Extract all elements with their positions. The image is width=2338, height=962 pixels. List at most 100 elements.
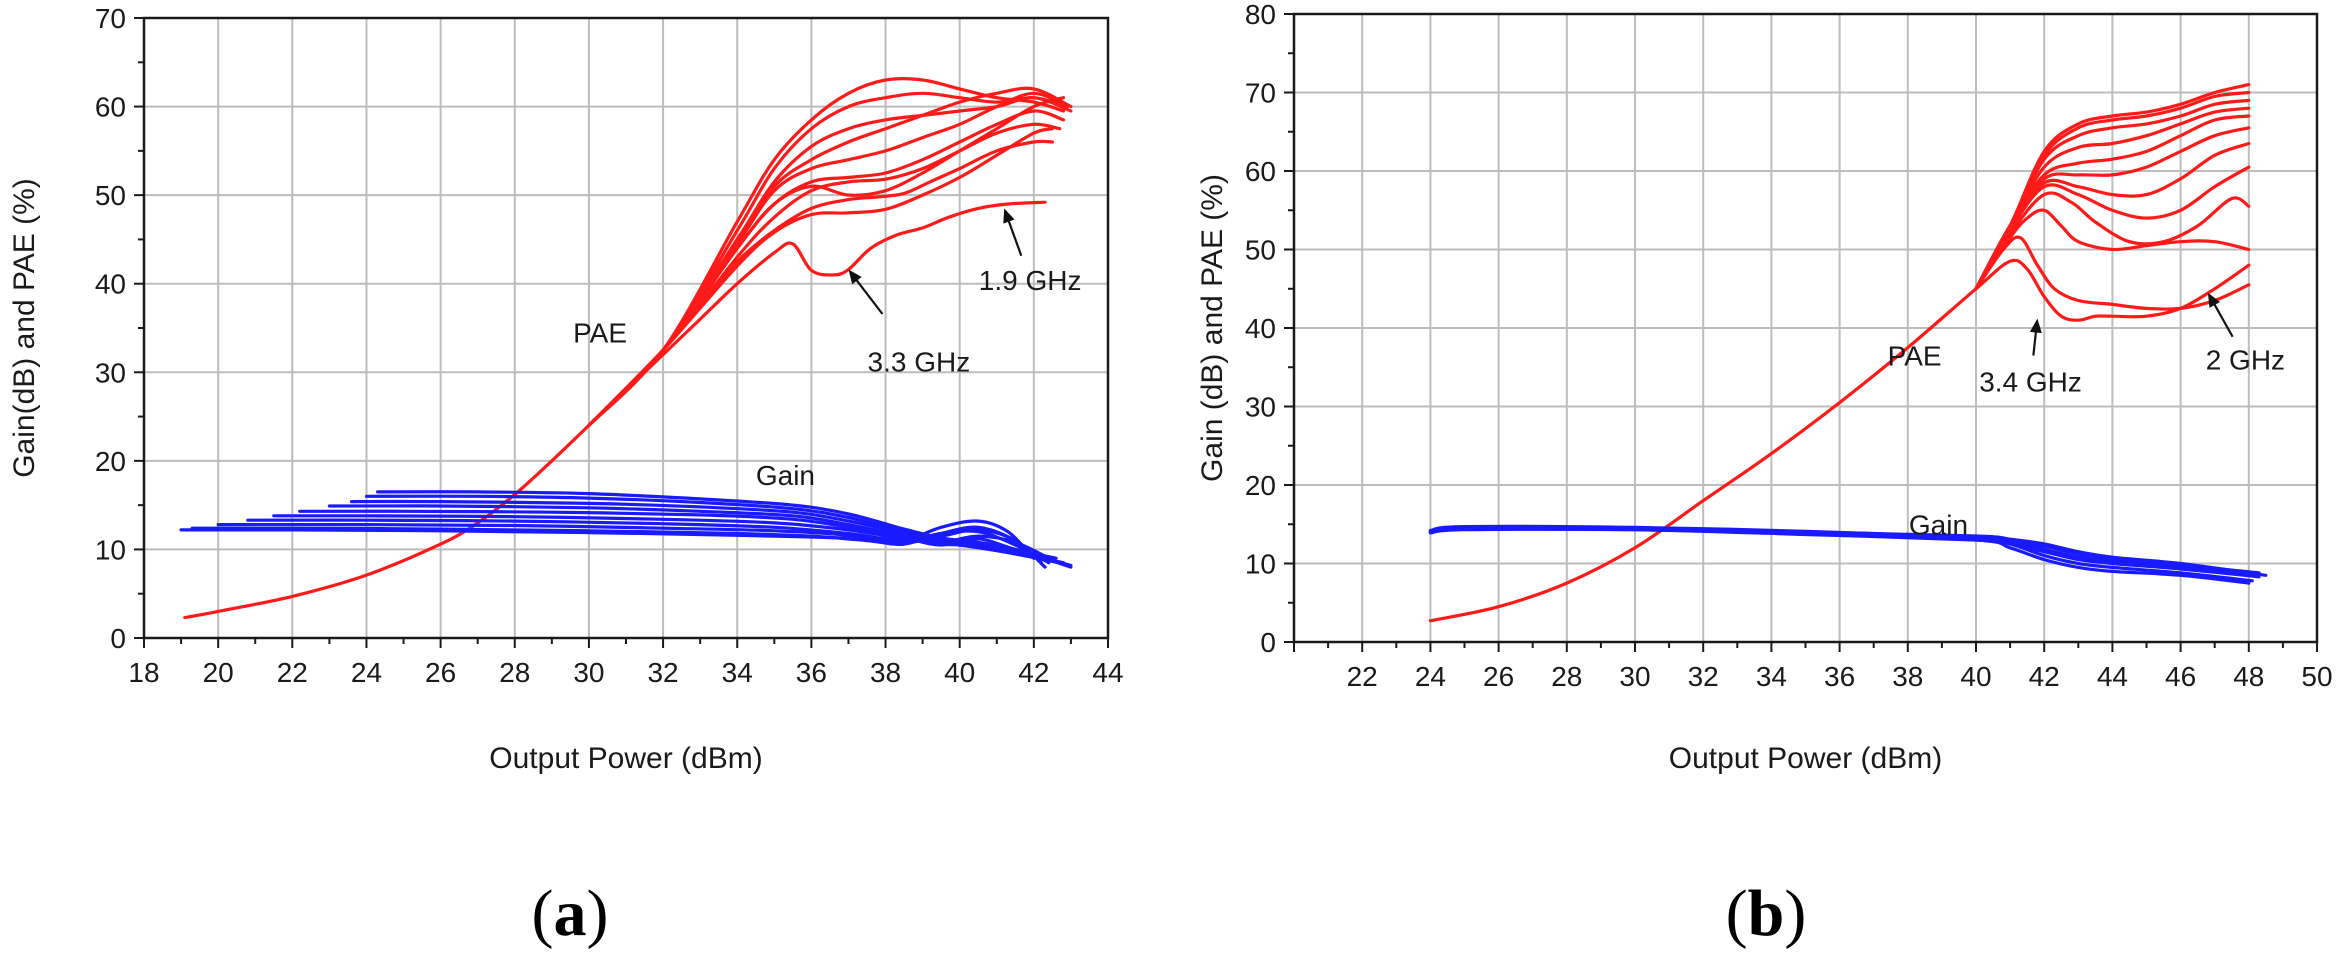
x-tick-label: 42: [2029, 661, 2060, 692]
y-tick-label: 10: [1245, 549, 1276, 580]
pae-series-7: [587, 86, 1073, 427]
y-tick-label: 20: [95, 446, 126, 477]
x-tick-label: 40: [1960, 661, 1991, 692]
annotations: PAE Gain 3.4 GHz 2 GHz: [1888, 292, 2285, 540]
y-tick-label: 30: [1245, 392, 1276, 423]
panel-label: (a): [532, 877, 609, 950]
gain-series-19: [364, 494, 1073, 567]
annotation-label: PAE: [1888, 340, 1942, 371]
x-tick-label: 26: [1483, 661, 1514, 692]
gain-series-20: [376, 490, 1073, 569]
annotation-label: 1.9 GHz: [979, 265, 1082, 296]
annotation-label: 2 GHz: [2206, 344, 2285, 375]
annotation-arrow: [1005, 215, 1023, 257]
x-axis-label: Output Power (dBm): [489, 742, 762, 775]
pae-series-0: [183, 200, 1047, 620]
annotation-arrow: [852, 275, 884, 315]
annotation-label: Gain: [1909, 509, 1968, 540]
x-axis-label: Output Power (dBm): [1669, 742, 1942, 775]
x-tick-label: 18: [128, 657, 159, 688]
pae-series-2: [587, 127, 1054, 427]
x-tick-label: 50: [2301, 661, 2332, 692]
gain-series-17: [1428, 526, 2268, 577]
y-tick-label: 0: [110, 623, 126, 654]
pae-series-2: [1974, 208, 2251, 291]
annotation-arrow: [2210, 299, 2234, 338]
x-tick-label: 48: [2233, 661, 2264, 692]
x-tick-label: 20: [203, 657, 234, 688]
x-tick-label: 30: [1619, 661, 1650, 692]
y-tick-label: 70: [95, 3, 126, 34]
y-tick-label: 0: [1260, 627, 1276, 658]
pae-series-9: [587, 91, 1069, 427]
annotation-arrowhead: [848, 269, 862, 285]
y-tick-label: 20: [1245, 470, 1276, 501]
x-tick-label: 22: [277, 657, 308, 688]
y-axis-label: Gain (dB) and PAE (%): [1196, 174, 1229, 482]
annotation-arrowhead: [2029, 318, 2042, 334]
axis-ticks: 0 10 20 30 40 50 60 70 80 22 24 26 28 30 32 34 36 38 40 42 4…: [1245, 0, 2333, 692]
pae-series-11: [1974, 83, 2251, 291]
x-tick-label: 38: [870, 657, 901, 688]
axis-ticks: 0 10 20 30 40 50 60 70 18 20 22 24 26 28 30 32 34 36 38 40 4…: [95, 3, 1124, 688]
y-axis-label: Gain(dB) and PAE (%): [8, 178, 41, 478]
x-tick-label: 24: [351, 657, 382, 688]
gain-series-16: [298, 509, 1058, 560]
y-tick-label: 30: [95, 357, 126, 388]
x-tick-label: 32: [647, 657, 678, 688]
x-tick-label: 34: [1756, 661, 1787, 692]
pae-series-1: [1974, 235, 2251, 311]
annotation-label: Gain: [756, 460, 815, 491]
chart-panel-b: 0 10 20 30 40 50 60 70 80 22 24 26 28 30 32 34 36 38 40 42 4…: [1196, 0, 2333, 950]
x-tick-label: 28: [1551, 661, 1582, 692]
annotation-arrowhead: [1003, 208, 1015, 224]
pae-series-10: [587, 77, 1066, 427]
x-tick-label: 44: [1092, 657, 1123, 688]
pae-series-4: [1974, 165, 2251, 291]
annotations: PAE Gain 3.3 GHz 1.9 GHz: [573, 208, 1081, 491]
pae-series-8: [587, 96, 1073, 427]
annotation-arrowhead: [2207, 292, 2220, 308]
series-group: [179, 77, 1073, 620]
panel-label: (b): [1726, 877, 1807, 950]
chart-panel-a: 0 10 20 30 40 50 60 70 18 20 22 24 26 28 30 32 34 36 38 40 4…: [8, 3, 1124, 950]
x-tick-label: 44: [2097, 661, 2128, 692]
x-tick-label: 40: [944, 657, 975, 688]
series-group: [1428, 83, 2268, 623]
x-tick-label: 30: [573, 657, 604, 688]
gain-series-18: [350, 499, 1069, 567]
y-tick-label: 50: [1245, 235, 1276, 266]
x-tick-label: 22: [1347, 661, 1378, 692]
pae-series-3: [587, 122, 1062, 427]
gain-series-13: [216, 522, 1047, 569]
x-tick-label: 42: [1018, 657, 1049, 688]
x-tick-label: 36: [796, 657, 827, 688]
y-tick-label: 70: [1245, 78, 1276, 109]
pae-series-3: [1974, 191, 2251, 291]
y-tick-label: 60: [95, 92, 126, 123]
x-tick-label: 28: [499, 657, 530, 688]
panel-letter: a: [554, 877, 587, 950]
y-tick-label: 80: [1245, 0, 1276, 30]
x-tick-label: 34: [722, 657, 753, 688]
pae-series-0: [1428, 258, 2251, 623]
x-tick-label: 46: [2165, 661, 2196, 692]
gain-series-15: [272, 514, 1054, 562]
y-tick-label: 40: [1245, 313, 1276, 344]
y-tick-label: 40: [95, 269, 126, 300]
annotation-label: 3.3 GHz: [868, 347, 971, 378]
panel-letter: b: [1748, 877, 1785, 950]
pae-series-6: [587, 91, 1069, 427]
annotation-label: 3.4 GHz: [1979, 366, 2082, 397]
x-tick-label: 36: [1824, 661, 1855, 692]
x-tick-label: 26: [425, 657, 456, 688]
x-tick-label: 24: [1415, 661, 1446, 692]
y-tick-label: 10: [95, 534, 126, 565]
x-tick-label: 38: [1892, 661, 1923, 692]
y-tick-label: 50: [95, 180, 126, 211]
gain-series-14: [246, 518, 1051, 565]
x-tick-label: 32: [1688, 661, 1719, 692]
gain-series-12: [190, 525, 1043, 565]
annotation-label: PAE: [573, 317, 627, 348]
